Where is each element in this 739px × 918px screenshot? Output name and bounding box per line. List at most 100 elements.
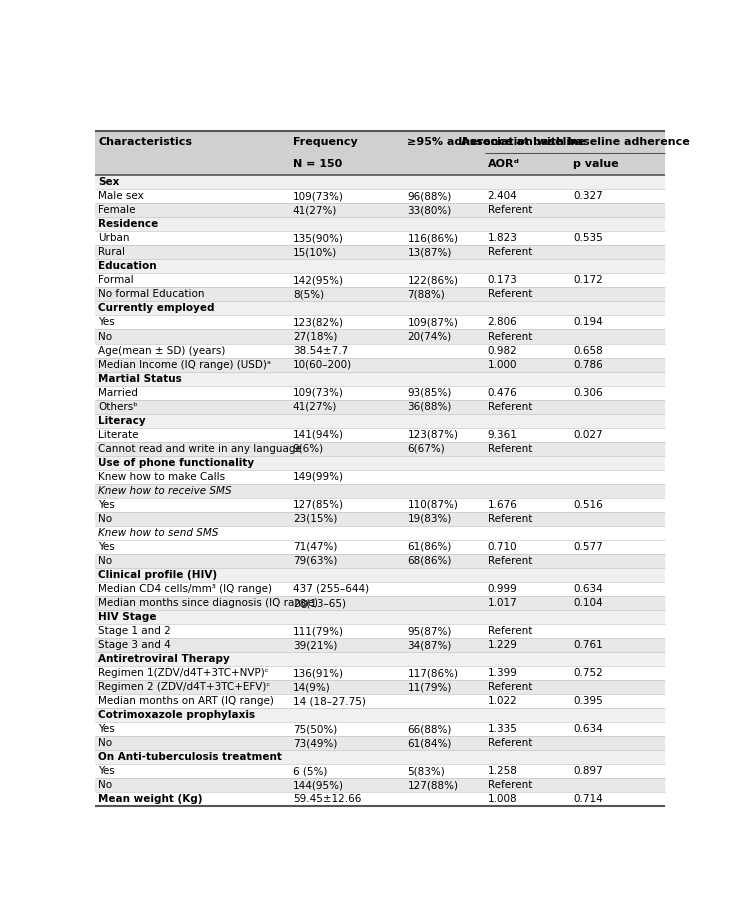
Text: Frequency: Frequency	[293, 138, 358, 147]
Text: Referent: Referent	[488, 402, 532, 411]
Text: HIV Stage: HIV Stage	[98, 612, 157, 622]
Text: 437 (255–644): 437 (255–644)	[293, 584, 369, 594]
Text: 13(87%): 13(87%)	[407, 247, 452, 257]
FancyBboxPatch shape	[95, 189, 665, 203]
Text: 27(18%): 27(18%)	[293, 331, 337, 341]
FancyBboxPatch shape	[95, 666, 665, 680]
Text: Female: Female	[98, 206, 135, 215]
Text: No formal Education: No formal Education	[98, 289, 205, 299]
FancyBboxPatch shape	[95, 624, 665, 638]
FancyBboxPatch shape	[95, 765, 665, 778]
Text: 116(86%): 116(86%)	[407, 233, 458, 243]
Text: 8(5%): 8(5%)	[293, 289, 324, 299]
Text: 9.361: 9.361	[488, 430, 517, 440]
Text: Education: Education	[98, 262, 157, 272]
Text: 0.658: 0.658	[573, 345, 603, 355]
Text: Regimen 2 (ZDV/d4T+3TC+EFV)ᶜ: Regimen 2 (ZDV/d4T+3TC+EFV)ᶜ	[98, 682, 270, 692]
Text: 0.761: 0.761	[573, 640, 603, 650]
Text: Othersᵇ: Othersᵇ	[98, 402, 138, 411]
Text: Knew how to receive SMS: Knew how to receive SMS	[98, 486, 232, 496]
Text: 66(88%): 66(88%)	[407, 724, 452, 734]
Text: Formal: Formal	[98, 275, 134, 285]
Text: Urban: Urban	[98, 233, 129, 243]
Text: Residence: Residence	[98, 219, 158, 230]
FancyBboxPatch shape	[95, 455, 665, 470]
Text: Cannot read and write in any language: Cannot read and write in any language	[98, 443, 302, 453]
Text: Referent: Referent	[488, 206, 532, 215]
Text: 142(95%): 142(95%)	[293, 275, 344, 285]
Text: 36(88%): 36(88%)	[407, 402, 452, 411]
Text: 144(95%): 144(95%)	[293, 780, 344, 790]
Text: 93(85%): 93(85%)	[407, 387, 452, 397]
Text: 9(6%): 9(6%)	[293, 443, 324, 453]
Text: 127(88%): 127(88%)	[407, 780, 458, 790]
Text: 41(27%): 41(27%)	[293, 206, 337, 215]
FancyBboxPatch shape	[95, 301, 665, 316]
FancyBboxPatch shape	[95, 652, 665, 666]
Text: 11(79%): 11(79%)	[407, 682, 452, 692]
Text: Stage 3 and 4: Stage 3 and 4	[98, 640, 171, 650]
Text: Knew how to make Calls: Knew how to make Calls	[98, 472, 225, 482]
Text: 0.710: 0.710	[488, 542, 517, 552]
Text: No: No	[98, 556, 112, 565]
Text: Median months on ART (IQ range): Median months on ART (IQ range)	[98, 696, 274, 706]
Text: Knew how to send SMS: Knew how to send SMS	[98, 528, 219, 538]
Text: 135(90%): 135(90%)	[293, 233, 344, 243]
FancyBboxPatch shape	[95, 554, 665, 568]
Text: 109(73%): 109(73%)	[293, 191, 344, 201]
Text: 0.516: 0.516	[573, 499, 603, 509]
Text: 122(86%): 122(86%)	[407, 275, 458, 285]
Text: Clinical profile (HIV): Clinical profile (HIV)	[98, 570, 217, 580]
Text: 38.54±7.7: 38.54±7.7	[293, 345, 348, 355]
Text: 0.999: 0.999	[488, 584, 517, 594]
Text: 1.823: 1.823	[488, 233, 517, 243]
FancyBboxPatch shape	[95, 357, 665, 372]
Text: 0.786: 0.786	[573, 360, 603, 370]
Text: 123(87%): 123(87%)	[407, 430, 458, 440]
Text: 0.535: 0.535	[573, 233, 603, 243]
Text: No: No	[98, 331, 112, 341]
Text: 149(99%): 149(99%)	[293, 472, 344, 482]
Text: 1.399: 1.399	[488, 668, 517, 678]
FancyBboxPatch shape	[95, 736, 665, 750]
FancyBboxPatch shape	[95, 343, 665, 357]
Text: Median Income (IQ range) (USD)ᵃ: Median Income (IQ range) (USD)ᵃ	[98, 360, 271, 370]
Text: 1.017: 1.017	[488, 598, 517, 608]
FancyBboxPatch shape	[95, 399, 665, 414]
Text: 7(88%): 7(88%)	[407, 289, 445, 299]
Text: 5(83%): 5(83%)	[407, 767, 445, 777]
Text: 95(87%): 95(87%)	[407, 626, 452, 636]
Text: 136(91%): 136(91%)	[293, 668, 344, 678]
FancyBboxPatch shape	[95, 131, 665, 153]
FancyBboxPatch shape	[95, 540, 665, 554]
Text: 61(86%): 61(86%)	[407, 542, 452, 552]
Text: 10(60–200): 10(60–200)	[293, 360, 352, 370]
Text: 0.577: 0.577	[573, 542, 603, 552]
Text: 123(82%): 123(82%)	[293, 318, 344, 328]
Text: Characteristics: Characteristics	[98, 138, 192, 147]
Text: Referent: Referent	[488, 738, 532, 748]
Text: 1.335: 1.335	[488, 724, 517, 734]
FancyBboxPatch shape	[95, 512, 665, 526]
FancyBboxPatch shape	[95, 231, 665, 245]
FancyBboxPatch shape	[95, 316, 665, 330]
Text: 1.000: 1.000	[488, 360, 517, 370]
Text: 14(9%): 14(9%)	[293, 682, 330, 692]
Text: Sex: Sex	[98, 177, 120, 187]
FancyBboxPatch shape	[95, 498, 665, 512]
Text: 0.634: 0.634	[573, 724, 603, 734]
FancyBboxPatch shape	[95, 245, 665, 260]
Text: 0.634: 0.634	[573, 584, 603, 594]
Text: Yes: Yes	[98, 542, 115, 552]
FancyBboxPatch shape	[95, 386, 665, 399]
Text: Age(mean ± SD) (years): Age(mean ± SD) (years)	[98, 345, 225, 355]
Text: Referent: Referent	[488, 556, 532, 565]
Text: Yes: Yes	[98, 499, 115, 509]
FancyBboxPatch shape	[95, 372, 665, 386]
Text: 110(87%): 110(87%)	[407, 499, 458, 509]
Text: 0.476: 0.476	[488, 387, 517, 397]
FancyBboxPatch shape	[95, 708, 665, 722]
Text: 96(88%): 96(88%)	[407, 191, 452, 201]
Text: p value: p value	[573, 159, 619, 169]
FancyBboxPatch shape	[95, 722, 665, 736]
